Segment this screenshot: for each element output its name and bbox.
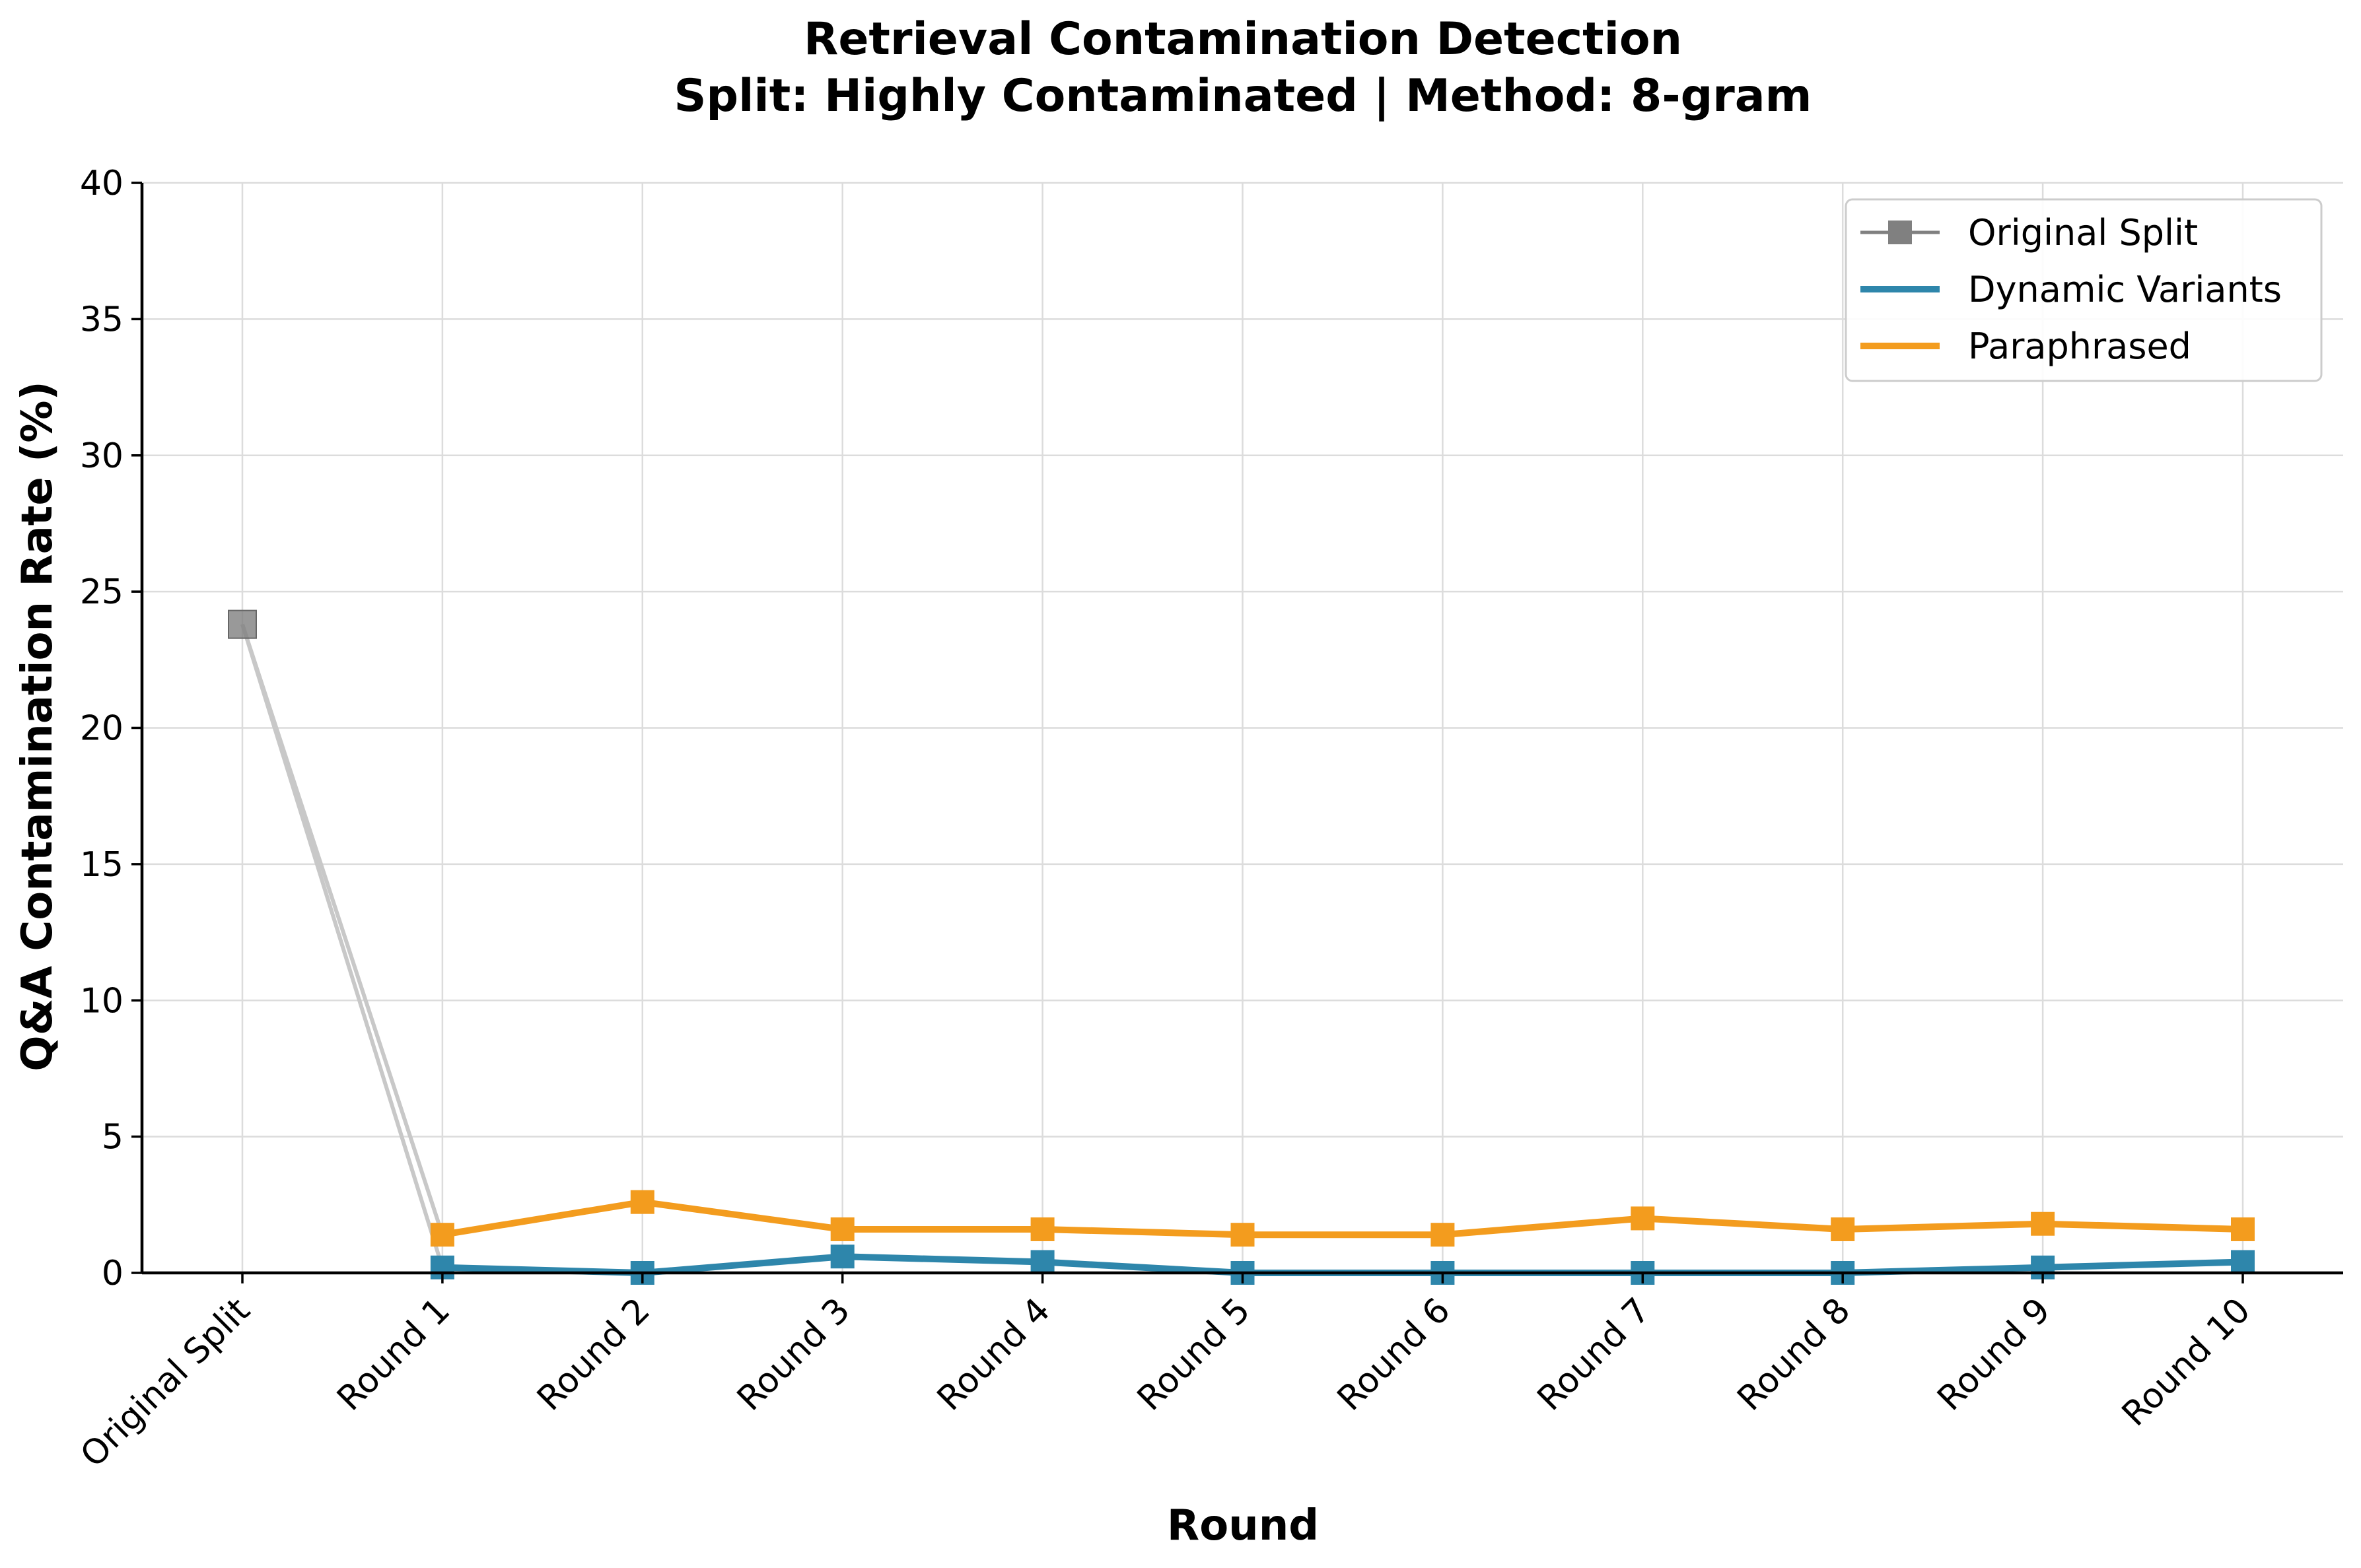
data-point: [1831, 1217, 1855, 1241]
legend-marker: [1888, 221, 1912, 244]
legend-item: Dynamic Variants: [1860, 269, 2282, 310]
series-group: [228, 609, 2255, 1285]
y-tick-label: 25: [80, 572, 123, 612]
legend-label: Dynamic Variants: [1968, 269, 2282, 310]
y-axis-label: Q&A Contamination Rate (%): [13, 381, 62, 1071]
data-point: [2031, 1211, 2055, 1236]
chart-title: Retrieval Contamination Detection: [804, 13, 1682, 65]
grid: [142, 182, 2343, 1274]
series-dynamic-variants: [430, 1244, 2255, 1285]
x-tick-label: Round 8: [1730, 1291, 1858, 1419]
data-point: [830, 1244, 855, 1269]
series-line: [439, 1253, 2246, 1276]
y-tick-label: 35: [80, 300, 123, 339]
series-line: [439, 1198, 2246, 1239]
data-point: [430, 1223, 454, 1247]
x-tick-label: Round 9: [1930, 1291, 2058, 1419]
legend-label: Original Split: [1968, 212, 2198, 254]
x-tick-label: Round 3: [730, 1291, 858, 1419]
y-tick-label: 40: [80, 164, 123, 203]
x-tick-label: Round 4: [930, 1291, 1058, 1419]
series-original-split: [228, 609, 257, 639]
x-tick-label: Round 6: [1330, 1291, 1458, 1419]
y-tick-label: 15: [80, 845, 123, 885]
legend-box: [1845, 198, 2323, 382]
y-ticks: 0 5 10 15 20 25 30 35 40: [80, 164, 142, 1293]
data-point: [2231, 1250, 2255, 1274]
x-tick-label: Round 10: [2115, 1291, 2258, 1434]
original-connectors: [240, 623, 444, 1268]
y-tick-label: 30: [80, 436, 123, 476]
data-point: [2231, 1217, 2255, 1241]
y-tick-label: 0: [102, 1254, 123, 1293]
x-tick-label: Round 7: [1530, 1291, 1658, 1419]
x-ticks: Original Split Round 1 Round 2 Round 3 Round…: [73, 1273, 2258, 1476]
y-tick-label: 10: [80, 981, 123, 1021]
series-paraphrased: [430, 1190, 2255, 1247]
data-point: [630, 1190, 654, 1214]
connector-line: [240, 623, 444, 1236]
data-point: [1230, 1223, 1255, 1247]
data-point: [1430, 1223, 1455, 1247]
legend-label: Paraphrased: [1968, 325, 2191, 367]
legend-item: Paraphrased: [1860, 325, 2191, 367]
x-axis-label: Round: [1167, 1501, 1319, 1550]
x-tick-label: Round 5: [1130, 1291, 1258, 1419]
data-point: [228, 609, 257, 639]
x-tick-label: Round 1: [330, 1291, 458, 1419]
data-point: [1030, 1250, 1055, 1274]
y-tick-label: 5: [102, 1118, 123, 1157]
x-tick-label: Original Split: [73, 1291, 258, 1476]
chart-subtitle: Split: Highly Contaminated | Method: 8-g…: [674, 70, 1812, 122]
data-point: [830, 1217, 855, 1241]
data-point: [1631, 1206, 1655, 1231]
data-point: [1030, 1217, 1055, 1241]
legend: Original Split Dynamic Variants Paraphrase…: [1845, 198, 2323, 382]
x-tick-label: Round 2: [530, 1291, 658, 1419]
legend-item: Original Split: [1860, 212, 2198, 254]
y-tick-label: 20: [80, 709, 123, 749]
